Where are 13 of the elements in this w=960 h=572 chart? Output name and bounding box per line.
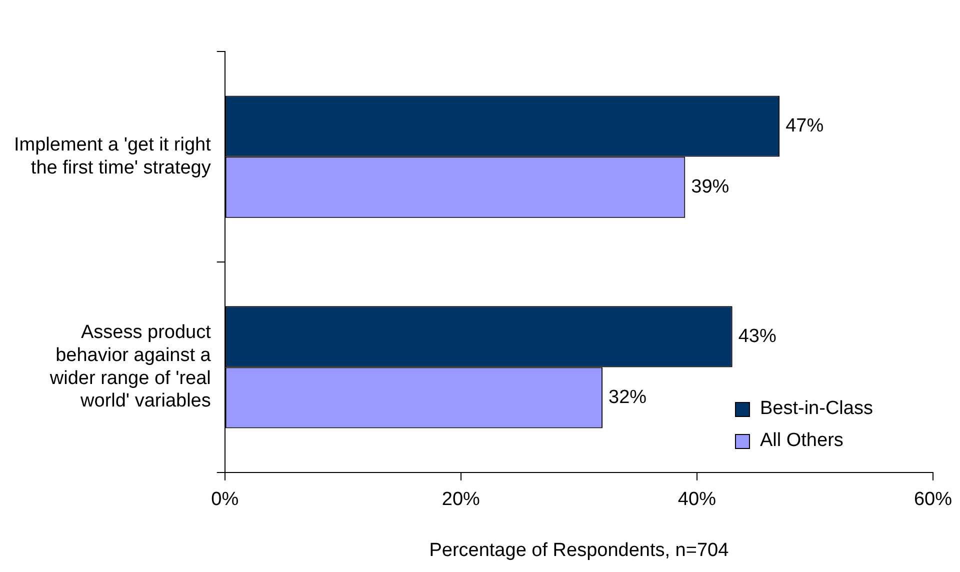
data-label: 39% <box>691 176 730 198</box>
y-tick-label: Implement a 'get it right the first time' strategy <box>14 134 212 178</box>
legend-label: All Others <box>760 430 844 452</box>
y-tick-label: Assess product behavior against a wider range of 'real world' variables <box>48 322 212 412</box>
data-label: 32% <box>608 386 647 408</box>
data-label: 43% <box>738 326 776 347</box>
x-tick-label: 20% <box>442 489 480 510</box>
legend-label: Best-in-Class <box>760 398 873 420</box>
x-tick-label: 40% <box>678 489 716 510</box>
data-label: 47% <box>786 116 824 137</box>
x-tick-label: 60% <box>914 489 952 510</box>
x-axis-title: Percentage of Respondents, n=704 <box>429 540 730 561</box>
x-tick-label: 0% <box>211 489 239 510</box>
